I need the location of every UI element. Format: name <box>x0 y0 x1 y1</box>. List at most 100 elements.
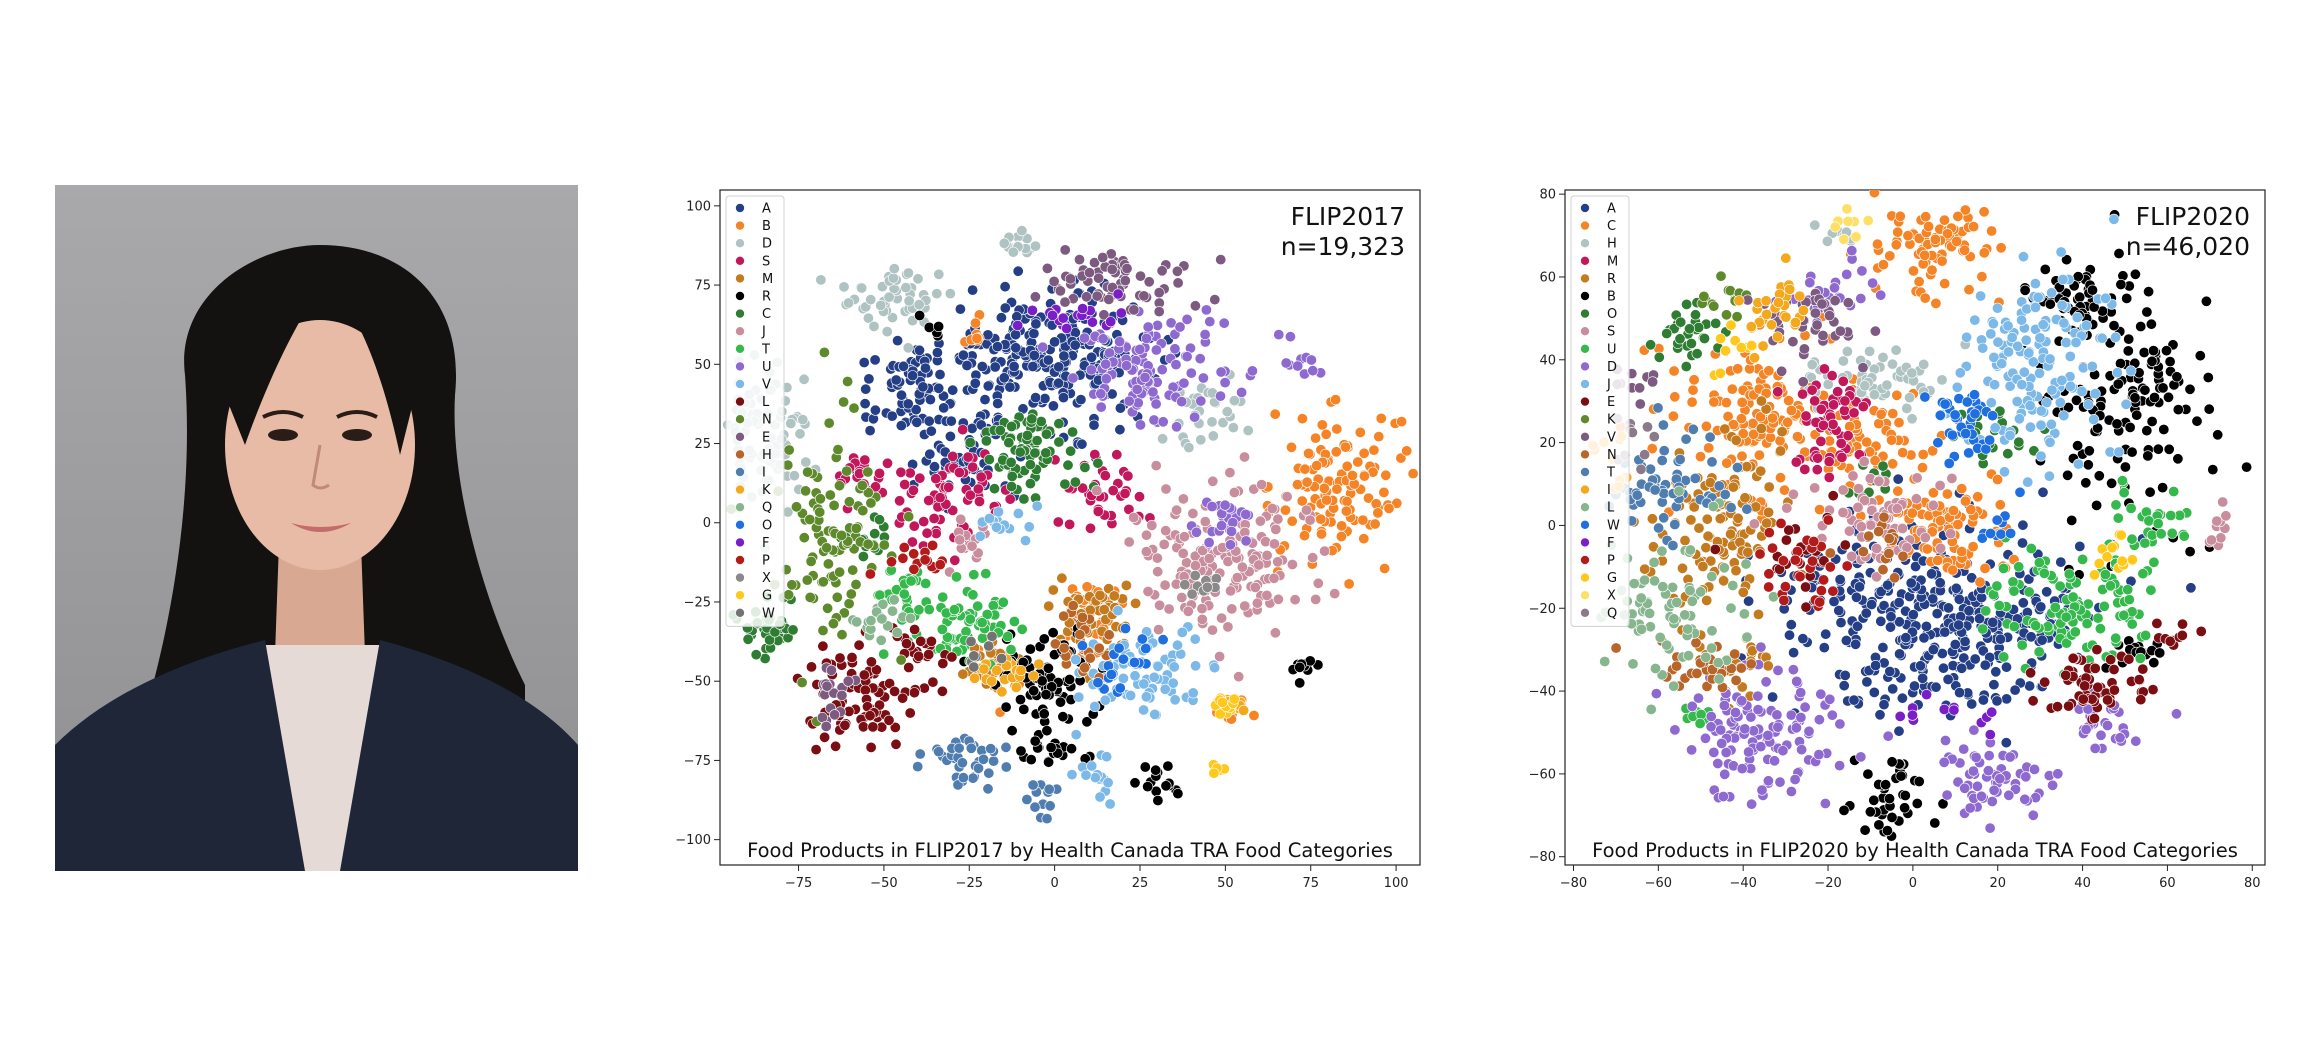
point-D <box>1718 699 1730 711</box>
point-T <box>964 613 976 625</box>
point-D <box>1715 724 1727 736</box>
point-D <box>1785 785 1797 797</box>
y-tick-label: −50 <box>684 675 711 690</box>
point-Q <box>865 615 877 627</box>
point-D <box>1777 745 1789 757</box>
legend-label: U <box>1607 342 1617 357</box>
point-J <box>1189 560 1201 572</box>
point-A <box>869 354 881 366</box>
point-X <box>1850 231 1862 243</box>
point-O <box>1128 656 1140 668</box>
point-D <box>788 470 800 482</box>
point-L <box>859 684 871 696</box>
point-A <box>1949 638 1961 650</box>
point-F <box>1115 307 1127 319</box>
scatter-plot-flip2020: −80 −60 −40 −20 0 20 40 60 80806040200−20−40−60−… <box>1529 188 2266 891</box>
point-O <box>1113 642 1125 654</box>
point-U <box>2025 542 2037 554</box>
point-J <box>1203 553 1215 565</box>
point-J <box>1266 502 1278 514</box>
point-N <box>786 579 798 591</box>
point-L <box>1627 658 1639 670</box>
legend-marker <box>735 308 745 319</box>
point-R <box>933 321 945 333</box>
point-J <box>2004 429 2016 441</box>
point-C <box>1927 445 1939 457</box>
point-B <box>2123 333 2135 345</box>
point-L <box>897 692 909 704</box>
point-M <box>1120 579 1132 591</box>
point-D <box>1762 729 1774 741</box>
point-B <box>1311 460 1323 472</box>
point-J <box>2100 292 2112 304</box>
point-H <box>1067 600 1079 612</box>
point-W <box>1995 528 2007 540</box>
point-C <box>1053 418 1065 430</box>
point-S <box>1852 501 1864 513</box>
point-J <box>1163 603 1175 615</box>
point-L <box>1656 545 1668 557</box>
point-C <box>1035 416 1047 428</box>
point-J <box>1310 593 1322 605</box>
point-E <box>1153 306 1165 318</box>
legend-label: P <box>762 554 770 569</box>
point-H <box>1837 355 1849 367</box>
point-H <box>1806 359 1818 371</box>
point-R <box>1763 481 1775 493</box>
point-L <box>908 687 920 699</box>
point-T <box>981 608 993 620</box>
x-tick-label: 20 <box>1989 876 2006 891</box>
point-A <box>1027 361 1039 373</box>
point-I <box>1794 290 1806 302</box>
point-J <box>1231 572 1243 584</box>
point-D <box>1813 749 1825 761</box>
point-B <box>1303 447 1315 459</box>
point-B <box>2066 514 2078 526</box>
point-B <box>1291 479 1303 491</box>
point-A <box>934 369 946 381</box>
point-U <box>2143 515 2155 527</box>
point-B <box>1346 469 1358 481</box>
point-I <box>1765 319 1777 331</box>
point-D <box>794 428 806 440</box>
point-X <box>1201 581 1213 593</box>
point-A <box>1931 608 1943 620</box>
point-T <box>1649 484 1661 496</box>
point-J <box>2055 246 2067 258</box>
point-J <box>2058 317 2070 329</box>
point-G <box>2093 557 2105 569</box>
point-M <box>1772 386 1784 398</box>
point-B <box>1330 394 1342 406</box>
point-D <box>815 274 827 286</box>
point-B <box>2172 404 2184 416</box>
point-T <box>1631 489 1643 501</box>
point-E <box>1073 254 1085 266</box>
point-L <box>1706 625 1718 637</box>
point-W <box>1987 410 1999 422</box>
legend-label: R <box>762 290 771 305</box>
chart-title: FLIP2017 <box>1291 202 1405 231</box>
point-B <box>2124 421 2136 433</box>
point-R <box>1042 662 1054 674</box>
point-X <box>1829 221 1841 233</box>
point-T <box>987 600 999 612</box>
point-V <box>1148 671 1160 683</box>
legend-label: W <box>762 606 775 621</box>
point-L <box>904 707 916 719</box>
legend-marker <box>1580 467 1590 477</box>
point-T <box>1657 419 1669 431</box>
point-C <box>1053 436 1065 448</box>
point-C <box>1893 417 1905 429</box>
point-N <box>878 539 890 551</box>
point-A <box>1076 438 1088 450</box>
point-S <box>967 461 979 473</box>
point-A <box>1028 328 1040 340</box>
point-I <box>985 743 997 755</box>
point-U <box>1178 377 1190 389</box>
point-I <box>1780 311 1792 323</box>
legend-label: T <box>1606 466 1615 481</box>
point-R <box>1697 560 1709 572</box>
point-C <box>1735 413 1747 425</box>
point-G <box>1214 708 1226 720</box>
point-J <box>1268 538 1280 550</box>
